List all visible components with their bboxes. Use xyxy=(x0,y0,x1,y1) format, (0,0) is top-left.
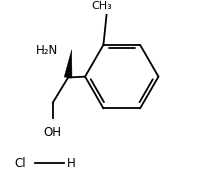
Text: H₂N: H₂N xyxy=(36,44,58,57)
Text: Cl: Cl xyxy=(15,157,26,170)
Text: CH₃: CH₃ xyxy=(92,1,112,11)
Text: OH: OH xyxy=(44,126,62,139)
Text: H: H xyxy=(67,157,76,170)
Polygon shape xyxy=(64,50,72,78)
